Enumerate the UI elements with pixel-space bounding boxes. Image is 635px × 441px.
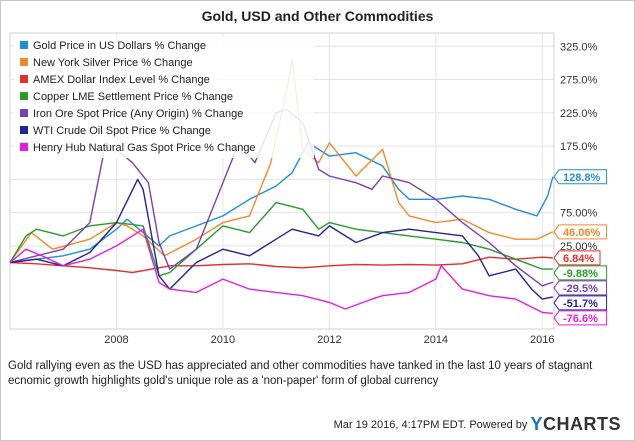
legend-label: WTI Crude Oil Spot Price % Change (33, 125, 211, 137)
legend-swatch (20, 58, 28, 66)
series-line (9, 201, 553, 277)
chart-title: Gold, USD and Other Commodities (201, 8, 434, 24)
legend-label: Iron Ore Spot Price (Any Origin) % Chang… (33, 108, 243, 120)
legend-label: AMEX Dollar Index Level % Change (33, 74, 210, 86)
end-label-text: -76.6% (563, 313, 598, 325)
legend-swatch (20, 109, 28, 117)
series-line (9, 228, 553, 315)
series-line (9, 178, 554, 300)
end-label: -76.6% (553, 310, 608, 326)
legend-bg (14, 36, 314, 158)
end-label-box (553, 169, 608, 185)
end-label: -29.5% (553, 280, 608, 296)
end-label-text: -9.88% (563, 268, 598, 280)
end-label-box (553, 280, 608, 296)
legend-swatch (20, 143, 28, 151)
legend-label: Henry Hub Natural Gas Spot Price % Chang… (33, 142, 256, 154)
end-label: -51.7% (553, 295, 608, 311)
legend-swatch (20, 75, 28, 83)
footer-powered-by: Powered by (469, 419, 528, 431)
end-label: 46.06% (553, 224, 608, 240)
legend-item[interactable]: Henry Hub Natural Gas Spot Price % Chang… (20, 142, 256, 154)
legend: Gold Price in US Dollars % Change New Yor… (14, 36, 314, 158)
y-tick-label: 75.00% (560, 208, 598, 220)
end-label-text: 6.84% (563, 253, 594, 265)
end-label-text: 128.8% (563, 172, 601, 184)
legend-item[interactable]: New York Silver Price % Change (20, 57, 193, 69)
y-axis-ticks: 25.00%75.00%125.0%175.0%225.0%275.0%325.… (560, 41, 598, 253)
end-label-text: -29.5% (563, 283, 598, 295)
x-tick-label: 2010 (211, 334, 235, 346)
footer: Mar 19 2016, 4:17PM EDT. Powered by YCHA… (334, 414, 621, 435)
legend-label: Gold Price in US Dollars % Change (33, 40, 206, 52)
x-tick-label: 2014 (424, 334, 448, 346)
legend-swatch (20, 126, 28, 134)
end-label-box (553, 265, 608, 281)
end-label-text: -51.7% (563, 298, 598, 310)
end-label-box (553, 310, 608, 326)
end-label-box (553, 295, 608, 311)
footer-timestamp: Mar 19 2016, 4:17PM EDT. (333, 419, 467, 431)
legend-item[interactable]: Iron Ore Spot Price (Any Origin) % Chang… (20, 108, 243, 120)
x-tick-label: 2008 (104, 334, 128, 346)
end-labels: 128.8% 46.06% 6.84% -9.88% -29.5% -51.7% -76.6… (553, 169, 608, 326)
ycharts-logo[interactable]: YCHARTS (530, 414, 621, 434)
end-label-box (553, 250, 601, 266)
series-line (9, 256, 553, 274)
series-lines (9, 58, 554, 315)
end-label: 128.8% (553, 169, 608, 185)
legend-swatch (20, 41, 28, 49)
y-tick-label: 175.0% (560, 141, 598, 153)
legend-item[interactable]: Copper LME Settlement Price % Change (20, 91, 233, 103)
chart-caption: Gold rallying even as the USD has apprec… (8, 360, 593, 387)
y-tick-label: 225.0% (560, 108, 598, 120)
x-axis-ticks: 2008 2010 2012 2014 2016 (104, 334, 554, 346)
legend-swatch (20, 92, 28, 100)
end-label: 6.84% (553, 250, 601, 266)
x-tick-label: 2012 (317, 334, 341, 346)
end-label-text: 46.06% (563, 227, 601, 239)
legend-label: Copper LME Settlement Price % Change (33, 91, 233, 103)
legend-item[interactable]: AMEX Dollar Index Level % Change (20, 74, 210, 86)
y-tick-label: 275.0% (560, 75, 598, 87)
end-label-box (553, 224, 608, 240)
y-tick-label: 25.00% (560, 241, 598, 253)
legend-item[interactable]: WTI Crude Oil Spot Price % Change (20, 125, 211, 137)
y-tick-label: 325.0% (560, 41, 598, 53)
end-label: -9.88% (553, 265, 608, 281)
x-tick-label: 2016 (530, 334, 554, 346)
legend-item[interactable]: Gold Price in US Dollars % Change (20, 40, 206, 52)
legend-label: New York Silver Price % Change (33, 57, 193, 69)
